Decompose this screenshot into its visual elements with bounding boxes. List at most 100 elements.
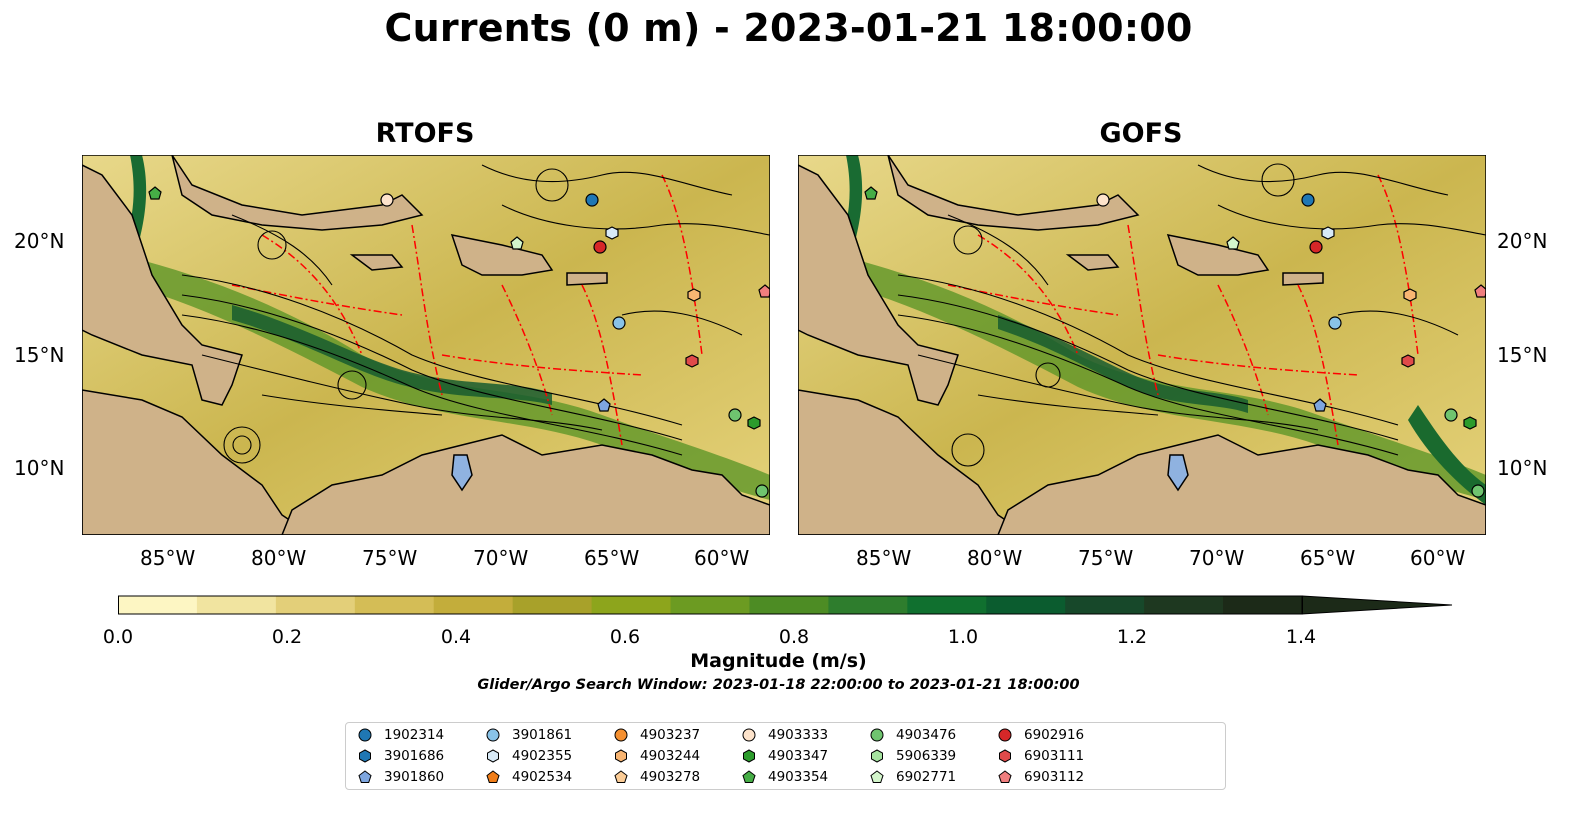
land-south-america — [280, 434, 771, 536]
pentagon-icon — [998, 770, 1012, 783]
colorbar-segment — [591, 596, 672, 614]
legend-label: 4903278 — [640, 769, 701, 785]
x-tick-gofs-85w: 85°W — [856, 546, 912, 570]
x-tick-rtofs-85w: 85°W — [140, 546, 196, 570]
legend-label: 4903354 — [768, 769, 829, 785]
circle-icon — [742, 728, 756, 742]
colorbar-segment — [907, 596, 987, 614]
search-window-text: Glider/Argo Search Window: 2023-01-18 22… — [477, 677, 1080, 693]
pentagon-icon — [870, 770, 884, 783]
hexagon-icon — [359, 749, 371, 763]
colorbar-tick-1: 0.2 — [271, 626, 303, 648]
pentagon-icon — [742, 770, 756, 783]
pentagon-icon — [358, 770, 372, 783]
colorbar-label: Magnitude (m/s) — [690, 650, 867, 672]
current-core — [232, 305, 552, 405]
legend-label: 6903112 — [1024, 769, 1085, 785]
land-south-america — [996, 434, 1487, 536]
legend-label: 3901861 — [512, 727, 573, 743]
legend-entry: 6903111 — [998, 747, 1084, 765]
colorbar-segment — [196, 596, 277, 614]
colorbar-segment — [1065, 596, 1145, 614]
colorbar-segment — [1223, 596, 1303, 614]
legend-entry: 4903347 — [742, 747, 828, 765]
legend-label: 4903237 — [640, 727, 701, 743]
land-hispaniola — [1166, 234, 1270, 276]
lake-maracaibo — [451, 454, 473, 492]
legend-entry: 4903333 — [742, 726, 828, 744]
circle-icon — [870, 728, 884, 742]
legend-label: 6903111 — [1024, 748, 1085, 764]
legend-label: 1902314 — [384, 727, 445, 743]
x-tick-gofs-65w: 65°W — [1300, 546, 1356, 570]
x-tick-gofs-60w: 60°W — [1410, 546, 1466, 570]
legend-label: 3901860 — [384, 769, 445, 785]
y-tick-left-15n: 15°N — [14, 343, 65, 367]
colorbar-segment — [670, 596, 750, 614]
x-tick-gofs-70w: 70°W — [1189, 546, 1245, 570]
legend-entry: 4903476 — [870, 726, 956, 744]
legend-label: 4902355 — [512, 748, 573, 764]
colorbar-tick-0: 0.0 — [102, 626, 134, 648]
land-jamaica — [349, 254, 404, 271]
pentagon-icon — [486, 770, 500, 783]
hexagon-icon — [615, 749, 627, 763]
x-tick-rtofs-65w: 65°W — [584, 546, 640, 570]
y-tick-right-10n: 10°N — [1497, 456, 1548, 480]
map-panel-gofs — [797, 154, 1488, 536]
land-central-america-north — [81, 163, 243, 406]
land-jamaica — [1065, 254, 1120, 271]
colorbar-gradient — [118, 595, 1453, 615]
legend-entry: 5906339 — [870, 747, 956, 765]
streamlines — [181, 164, 771, 464]
legend-label: 5906339 — [896, 748, 957, 764]
colorbar-tick-7: 1.4 — [1285, 626, 1317, 648]
legend-entry: 4903237 — [614, 726, 700, 744]
hexagon-icon — [999, 749, 1011, 763]
colorbar-segment — [1144, 596, 1224, 614]
streamlines — [897, 163, 1487, 467]
circle-icon — [998, 728, 1012, 742]
legend-entry: 4903278 — [614, 768, 700, 786]
colorbar-segment — [275, 596, 356, 614]
circle-icon — [486, 728, 500, 742]
x-tick-rtofs-70w: 70°W — [473, 546, 529, 570]
legend-entry: 6903112 — [998, 768, 1084, 786]
land-hispaniola — [450, 234, 554, 276]
panel-title-gofs: GOFS — [1099, 118, 1183, 149]
y-tick-left-10n: 10°N — [14, 456, 65, 480]
map-canvas-rtofs — [81, 154, 772, 536]
colorbar — [118, 595, 1453, 623]
hexagon-icon — [871, 749, 883, 763]
panel-title-rtofs: RTOFS — [375, 118, 475, 149]
land-cuba — [171, 154, 424, 231]
land-puerto-rico — [1282, 272, 1324, 286]
legend-entry: 1902314 — [358, 726, 444, 744]
hexagon-icon — [487, 749, 499, 763]
map-canvas-gofs — [797, 154, 1488, 536]
x-tick-gofs-80w: 80°W — [967, 546, 1023, 570]
colorbar-tick-2: 0.4 — [440, 626, 472, 648]
y-tick-right-20n: 20°N — [1497, 229, 1548, 253]
colorbar-segment — [828, 596, 908, 614]
x-tick-rtofs-60w: 60°W — [694, 546, 750, 570]
x-tick-gofs-75w: 75°W — [1078, 546, 1134, 570]
float-markers — [148, 186, 772, 498]
legend-label: 4903244 — [640, 748, 701, 764]
x-tick-rtofs-80w: 80°W — [251, 546, 307, 570]
pentagon-icon — [614, 770, 628, 783]
colorbar-tick-5: 1.0 — [947, 626, 979, 648]
colorbar-extend-arrow — [1301, 595, 1453, 615]
lake-maracaibo — [1167, 454, 1189, 492]
legend-label: 4902534 — [512, 769, 573, 785]
legend-label: 4903333 — [768, 727, 829, 743]
legend-entry: 3901860 — [358, 768, 444, 786]
legend-label: 6902771 — [896, 769, 957, 785]
legend-entry: 4903244 — [614, 747, 700, 765]
legend-label: 6902916 — [1024, 727, 1085, 743]
current-band — [122, 255, 770, 500]
y-tick-left-20n: 20°N — [14, 229, 65, 253]
colorbar-tick-4: 0.8 — [778, 626, 810, 648]
float-markers — [864, 186, 1488, 498]
colorbar-segment — [354, 596, 435, 614]
